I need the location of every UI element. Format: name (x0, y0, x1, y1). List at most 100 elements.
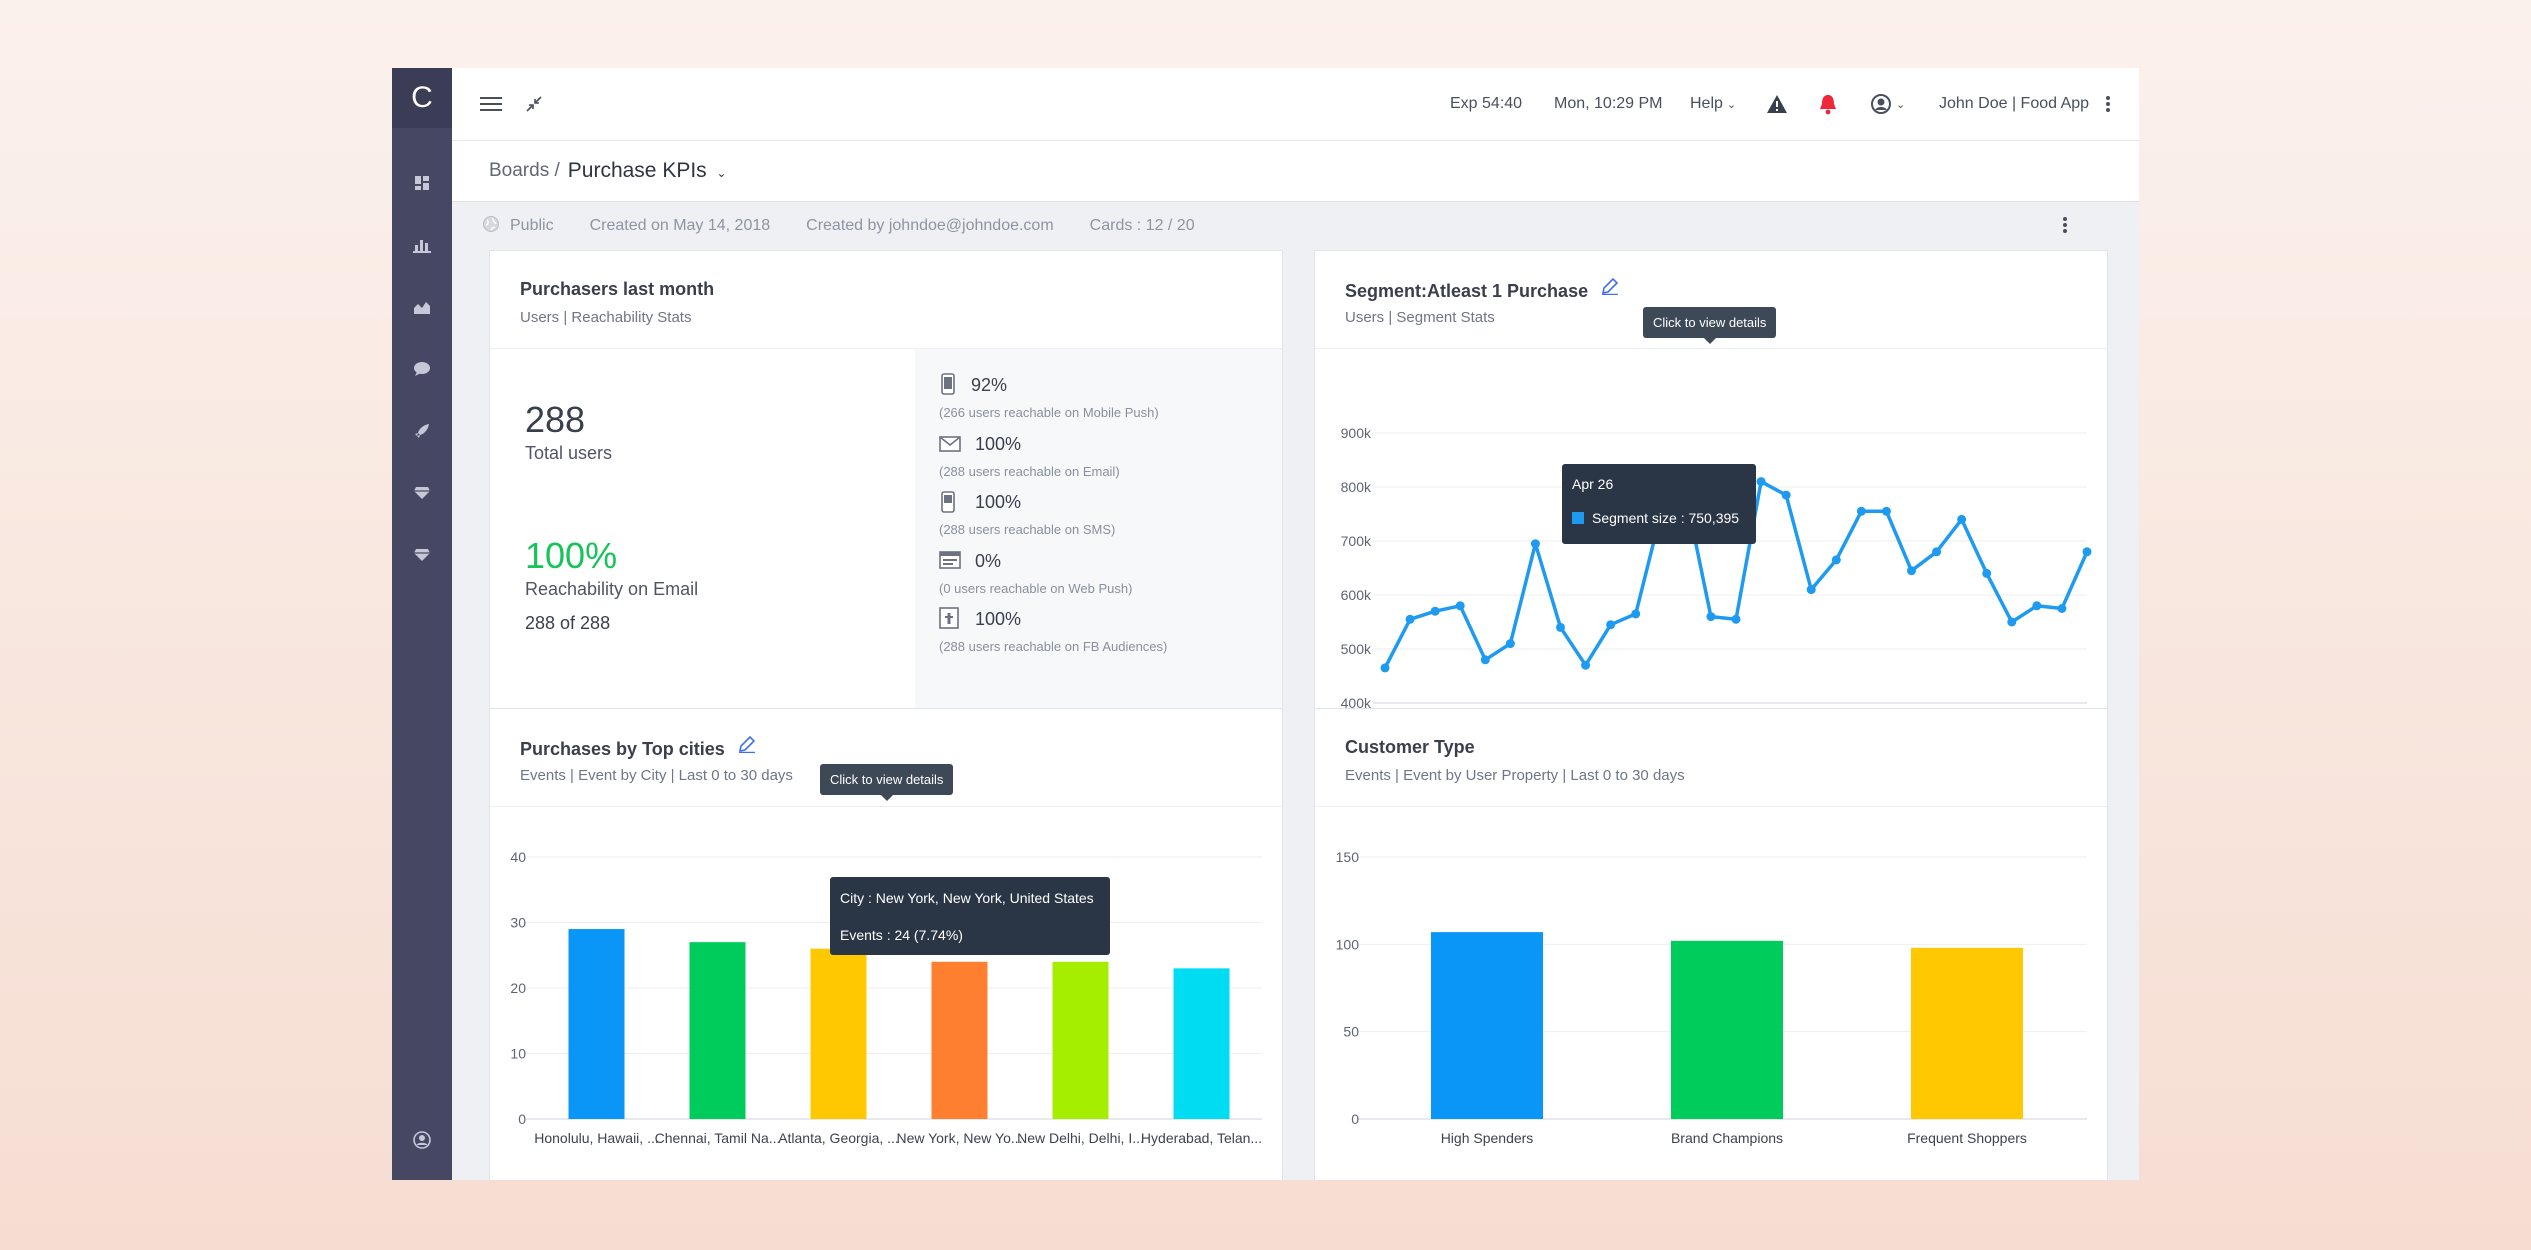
chevron-down-icon: ⌄ (1896, 98, 1906, 111)
breadcrumb: Boards / Purchase KPIs ⌄ (489, 141, 727, 201)
rocket-icon[interactable] (407, 416, 437, 446)
data-point (1756, 477, 1766, 487)
area-chart-icon[interactable] (407, 292, 437, 322)
data-point (2082, 547, 2092, 557)
analytics-icon[interactable] (407, 230, 437, 260)
gem-icon[interactable] (407, 478, 437, 508)
tooltip-date: Apr 26 (1572, 476, 1614, 492)
visibility-label: Public (510, 217, 554, 234)
y-tick-label: 40 (510, 849, 526, 865)
y-tick-label: 0 (518, 1111, 526, 1127)
user-account-label[interactable]: John Doe | Food App (1939, 95, 2090, 112)
y-tick-label: 800k (1341, 479, 1372, 495)
email-reachability-value: 100% (525, 535, 618, 576)
y-tick-label: 20 (510, 980, 526, 996)
edit-pencil-icon[interactable] (1601, 277, 1619, 299)
email-reachability-count: 288 of 288 (525, 613, 611, 633)
total-users-label: Total users (525, 443, 613, 463)
card-purchases-by-city[interactable]: Purchases by Top cities Events | Event b… (489, 708, 1283, 1180)
data-point (1556, 622, 1565, 632)
web-push-icon (939, 551, 961, 574)
total-users-value: 288 (525, 399, 586, 440)
chat-icon[interactable] (407, 354, 437, 384)
y-tick-label: 500k (1341, 641, 1372, 657)
data-point (1881, 506, 1891, 516)
mobile-push-value: 92% (971, 375, 1008, 395)
globe-icon (482, 215, 500, 238)
card-segment-line-chart[interactable]: Segment:Atleast 1 Purchase Users | Segme… (1314, 250, 2108, 764)
edit-pencil-icon[interactable] (738, 735, 756, 757)
card-title: Purchases by Top cities (520, 735, 756, 760)
fb-audiences-value: 100% (975, 609, 1022, 629)
data-point (1380, 663, 1390, 673)
help-menu[interactable]: Help ⌄ (1690, 68, 1736, 140)
tooltip-city: City : New York, New York, United States (840, 890, 1094, 906)
sms-value: 100% (975, 492, 1022, 512)
tooltip-value: Segment size : 750,395 (1592, 510, 1740, 526)
data-point (2032, 601, 2042, 611)
mobile-push-note: (266 users reachable on Mobile Push) (939, 405, 1159, 420)
data-point (1606, 620, 1616, 630)
view-details-tip[interactable]: Click to view details (820, 764, 954, 801)
gem-alt-icon[interactable] (407, 540, 437, 570)
collapse-icon[interactable] (526, 68, 542, 140)
help-label: Help (1690, 95, 1723, 112)
mobile-icon (939, 373, 957, 400)
y-tick-label: 30 (510, 915, 526, 931)
tooltip-series-row: Segment size : 750,395 (1572, 510, 1739, 526)
y-tick-label: 0 (1351, 1111, 1359, 1127)
y-tick-label: 10 (510, 1046, 526, 1062)
bar (1671, 940, 1783, 1119)
web-push-value: 0% (975, 551, 1002, 571)
account-icon[interactable] (407, 1125, 437, 1155)
breadcrumb-bar: Boards / Purchase KPIs ⌄ (452, 141, 2139, 202)
hamburger-menu-icon[interactable] (480, 68, 502, 140)
data-point (1856, 506, 1866, 516)
data-point (1957, 514, 1967, 524)
city-bar-chart[interactable]: 0 10 20 30 40 Honolulu, Hawaii, ...Chennai, T… (490, 709, 1282, 1180)
bar (1911, 947, 2023, 1119)
bar (568, 929, 625, 1119)
data-point (1455, 601, 1465, 611)
data-point (1831, 555, 1841, 565)
email-value: 100% (975, 434, 1022, 454)
chevron-down-icon: ⌄ (1726, 98, 1737, 111)
app-logo[interactable]: C (392, 68, 452, 128)
data-point (1781, 490, 1791, 500)
board-meta: Public Created on May 14, 2018 Created b… (452, 202, 2139, 250)
board-selector[interactable]: Purchase KPIs ⌄ (568, 159, 727, 183)
view-details-tip[interactable]: Click to view details (1643, 307, 1777, 344)
board-options-icon[interactable] (2063, 216, 2067, 239)
notification-bell-icon[interactable] (1818, 68, 1838, 140)
app-window: C Exp 54:40 (392, 68, 2139, 1180)
card-title: Segment:Atleast 1 Purchase (1345, 277, 1619, 302)
dashboard-icon[interactable] (407, 168, 437, 198)
card-purchasers-last-month[interactable]: Purchasers last month Users | Reachabili… (489, 250, 1283, 764)
top-bar: Exp 54:40 Mon, 10:29 PM Help ⌄ ⌄ John Do… (452, 68, 2139, 141)
facebook-icon (939, 607, 959, 634)
card-customer-type[interactable]: Customer Type Events | Event by User Pro… (1314, 708, 2108, 1180)
chevron-down-icon: ⌄ (716, 166, 727, 180)
breadcrumb-root[interactable]: Boards / (489, 160, 560, 181)
x-category-label: Brand Champions (1671, 1130, 1783, 1146)
warning-icon[interactable] (1766, 68, 1788, 140)
data-point (1480, 655, 1490, 665)
x-category-label: High Spenders (1441, 1130, 1534, 1146)
cards-count: Cards : 12 / 20 (1089, 217, 1195, 234)
data-point (1505, 639, 1515, 649)
customer-type-bar-chart[interactable]: 0 50 100 150 High Spenders Brand Champions Fre… (1315, 709, 2107, 1180)
more-options-icon[interactable] (2106, 68, 2110, 140)
user-circle-icon (1871, 94, 1891, 114)
bar-chart-tooltip: City : New York, New York, United States… (830, 877, 1110, 955)
data-point (1631, 609, 1641, 619)
y-tick-label: 700k (1341, 533, 1372, 549)
sms-icon (939, 491, 957, 518)
data-point (1706, 612, 1716, 622)
account-menu[interactable]: ⌄ (1870, 68, 1905, 140)
data-point (1932, 547, 1942, 557)
sidebar: C (392, 68, 452, 1180)
data-point (1907, 566, 1916, 576)
email-reachability-label: Reachability on Email (525, 579, 699, 599)
created-by: Created by johndoe@johndoe.com (806, 217, 1054, 234)
bar (810, 948, 867, 1119)
